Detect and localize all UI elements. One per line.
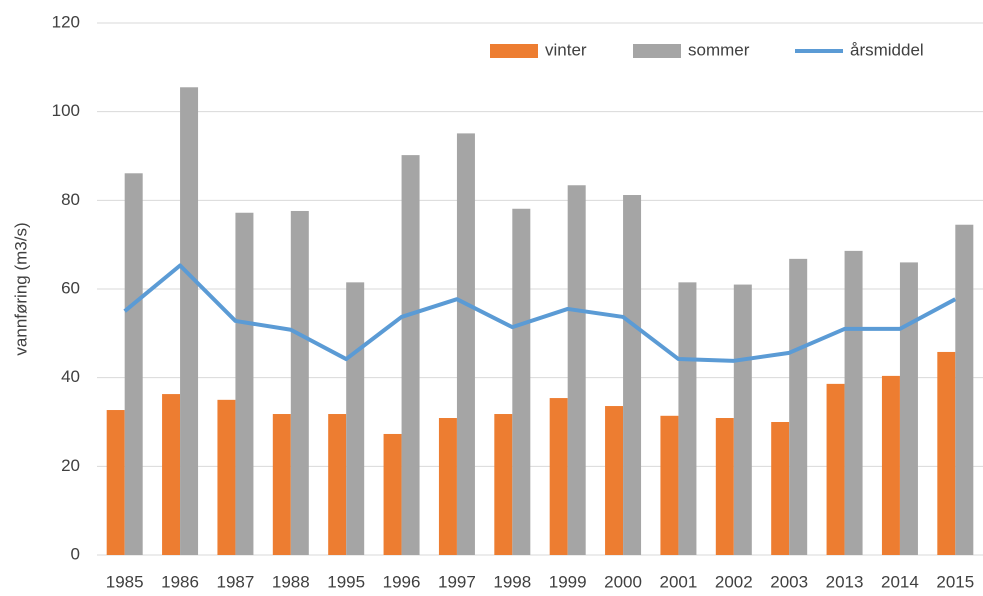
- bar: [733, 284, 752, 555]
- x-tick-label: 1996: [383, 572, 421, 591]
- x-tick-label: 1987: [217, 572, 255, 591]
- bar: [955, 224, 974, 555]
- x-tick-label: 2003: [770, 572, 808, 591]
- x-tick-label: 2013: [826, 572, 864, 591]
- bar: [217, 399, 236, 555]
- y-tick-label: 60: [61, 278, 80, 297]
- x-tick-label: 1997: [438, 572, 476, 591]
- bar: [235, 212, 254, 555]
- bar: [328, 414, 347, 555]
- bar: [456, 133, 475, 555]
- bar: [623, 195, 642, 555]
- bar: [899, 262, 918, 555]
- legend-swatch: [633, 44, 681, 58]
- y-tick-label: 40: [61, 367, 80, 386]
- x-tick-label: 2014: [881, 572, 919, 591]
- bar: [512, 208, 531, 556]
- legend-label: vinter: [545, 40, 587, 59]
- bar: [438, 418, 457, 555]
- x-tick-label: 2015: [936, 572, 974, 591]
- x-tick-label: 1988: [272, 572, 310, 591]
- bar: [346, 282, 365, 555]
- bar: [844, 250, 863, 555]
- bar: [494, 414, 513, 555]
- bar: [124, 173, 143, 556]
- x-tick-label: 1985: [106, 572, 144, 591]
- legend-label: årsmiddel: [850, 40, 924, 59]
- bar: [272, 414, 291, 555]
- bar: [180, 87, 199, 556]
- x-tick-label: 2000: [604, 572, 642, 591]
- bar: [106, 410, 125, 555]
- bar: [605, 406, 624, 555]
- x-tick-label: 1999: [549, 572, 587, 591]
- x-tick-label: 1998: [493, 572, 531, 591]
- bar: [678, 282, 697, 555]
- x-tick-label: 2001: [660, 572, 698, 591]
- y-tick-label: 0: [71, 544, 80, 563]
- y-tick-label: 120: [52, 12, 80, 31]
- x-tick-label: 1995: [327, 572, 365, 591]
- x-tick-label: 2002: [715, 572, 753, 591]
- bar: [881, 375, 900, 555]
- bar: [162, 394, 181, 555]
- y-tick-label: 20: [61, 456, 80, 475]
- legend-label: sommer: [688, 40, 750, 59]
- bar: [290, 210, 309, 555]
- y-axis-label: vannføring (m3/s): [11, 222, 30, 355]
- bar: [715, 418, 734, 555]
- x-tick-label: 1986: [161, 572, 199, 591]
- line: [123, 263, 957, 363]
- bar: [937, 351, 956, 555]
- bar: [401, 155, 420, 555]
- bar: [771, 422, 790, 555]
- bar: [549, 398, 568, 555]
- bar: [567, 185, 586, 555]
- bar: [789, 258, 808, 555]
- bar: [383, 433, 402, 555]
- y-tick-label: 80: [61, 190, 80, 209]
- y-tick-label: 100: [52, 101, 80, 120]
- bar: [660, 415, 679, 555]
- bar: [826, 383, 845, 555]
- legend-swatch: [490, 44, 538, 58]
